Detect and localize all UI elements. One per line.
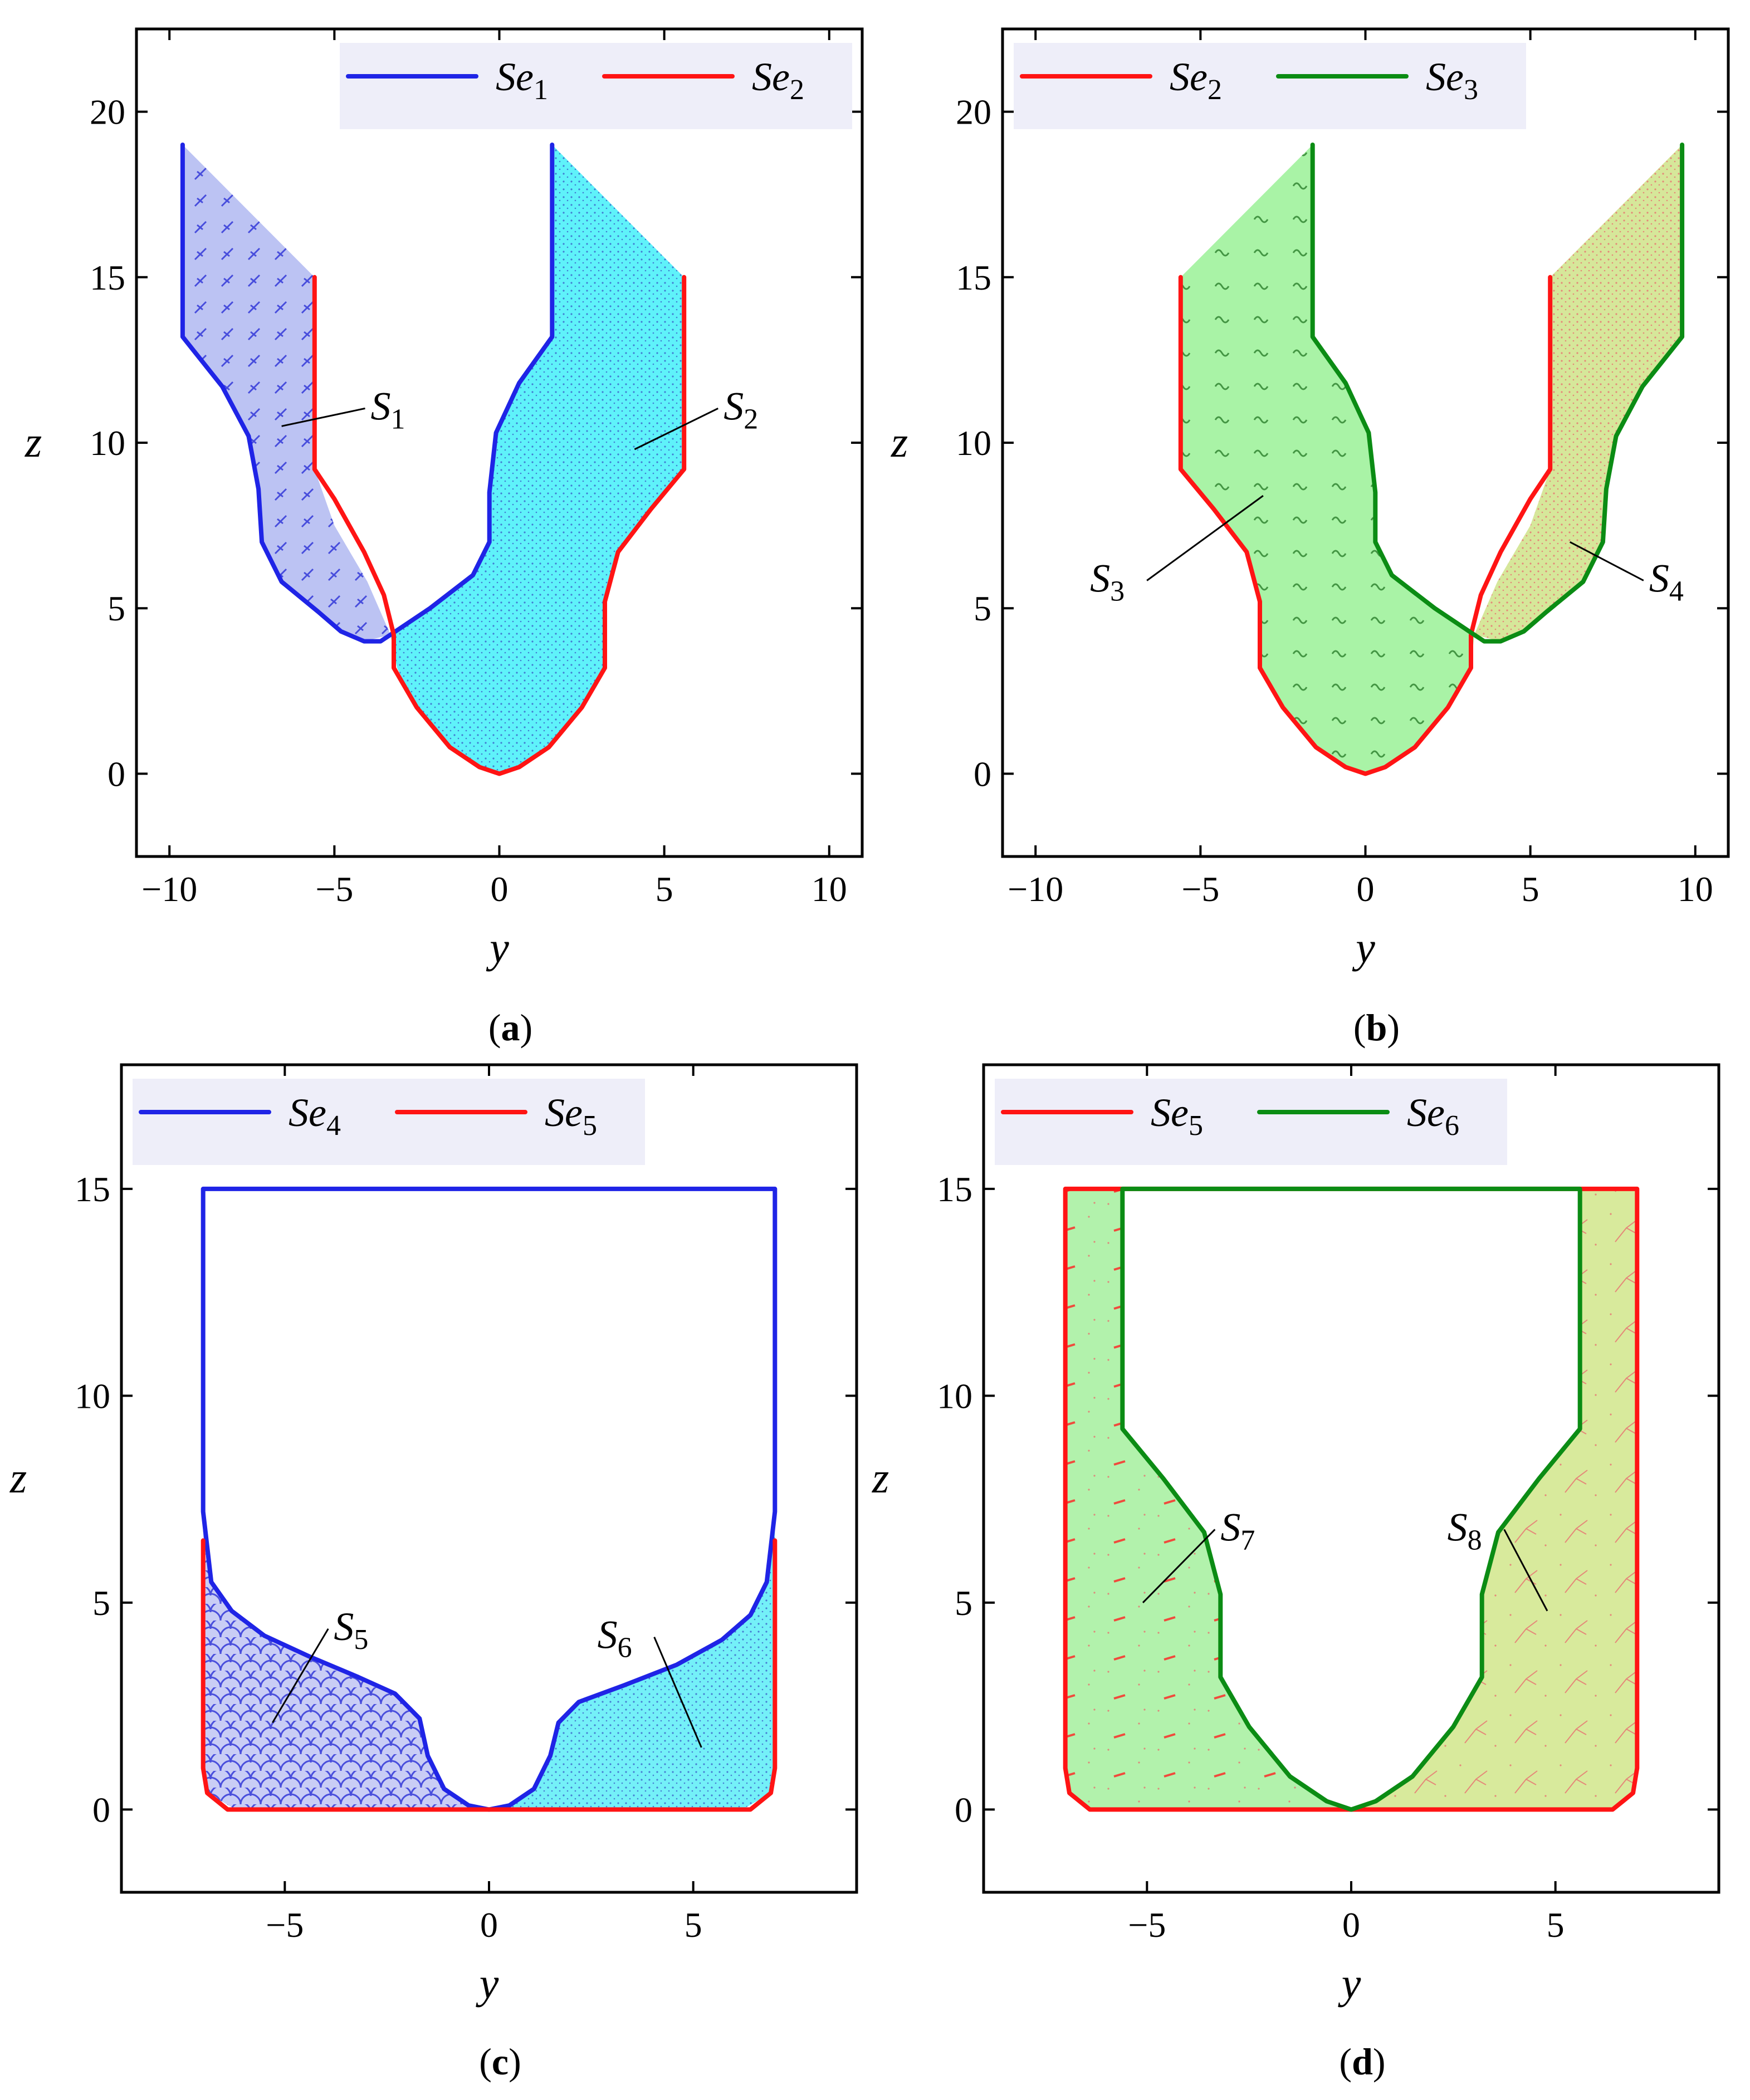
y-tick-label: 10: [937, 1376, 972, 1416]
annotation-leader: [281, 407, 365, 427]
legend-box: [340, 43, 852, 129]
panel-a: −10 −5 0 5 10 0 5 10 15 20 y z Se1 Se2 S1 S2 (a): [25, 27, 864, 1049]
legend-label: Se2: [752, 55, 804, 106]
x-tick-label: 10: [1678, 869, 1713, 909]
x-tick-label: −5: [1181, 869, 1219, 909]
legend-label: Se4: [289, 1090, 341, 1142]
legend-box: [1014, 43, 1526, 129]
annotation-leader: [1570, 541, 1644, 581]
annotation-label: S8: [1448, 1505, 1482, 1556]
y-tick-label: 15: [956, 258, 991, 297]
legend-box: [995, 1079, 1507, 1165]
x-axis-label: y: [486, 923, 509, 972]
annotation-label: S2: [724, 384, 758, 435]
x-tick-label: 0: [480, 1905, 498, 1945]
x-tick-label: 5: [1547, 1905, 1565, 1945]
y-tick-label: 20: [956, 92, 991, 132]
y-tick-label: 5: [955, 1583, 972, 1623]
legend-label: Se2: [1170, 55, 1222, 106]
x-tick-label: 5: [685, 1905, 702, 1945]
y-axis-label: z: [25, 418, 42, 466]
panel-b: −10 −5 0 5 10 0 5 10 15 20 y z Se2 Se3 S3 S4 (b): [891, 27, 1730, 1049]
x-tick-label: −5: [1128, 1905, 1166, 1945]
x-tick-label: −10: [141, 869, 197, 909]
x-tick-label: 0: [1342, 1905, 1360, 1945]
region-s3-pattern: [1180, 145, 1474, 774]
annotation-leader: [1503, 1529, 1548, 1612]
y-tick-label: 10: [956, 423, 991, 463]
series-se5: [201, 1538, 778, 1812]
x-tick-label: 0: [491, 869, 509, 909]
y-tick-label: 20: [90, 92, 125, 132]
legend-label: Se1: [496, 55, 548, 106]
annotation-label: S6: [598, 1613, 632, 1664]
annotation-leader: [1142, 1529, 1216, 1603]
y-tick-label: 0: [92, 1790, 110, 1829]
region-s8-pattern: [1351, 1188, 1637, 1810]
x-axis-label: y: [1338, 1959, 1361, 2008]
x-tick-label: 10: [812, 869, 847, 909]
series-se2: [1178, 275, 1553, 776]
y-tick-label: 5: [92, 1583, 110, 1623]
panel-caption: (d): [1339, 2040, 1385, 2083]
annotation-leader: [653, 1637, 702, 1748]
x-tick-label: 5: [1522, 869, 1539, 909]
series-se6: [1120, 1186, 1582, 1812]
annotation-label: S3: [1090, 556, 1125, 607]
y-tick-label: 15: [937, 1169, 972, 1209]
panel-d: −5 0 5 0 5 10 15 y z Se5 Se6 S7 S8 (d): [872, 1063, 1720, 2083]
series-se3: [1310, 143, 1685, 644]
y-tick-label: 15: [75, 1169, 110, 1209]
y-tick-label: 0: [955, 1790, 972, 1829]
x-tick-label: −5: [266, 1905, 304, 1945]
x-tick-label: 5: [656, 869, 673, 909]
annotation-leader: [272, 1628, 329, 1724]
legend-label: Se6: [1407, 1090, 1459, 1142]
y-tick-label: 0: [974, 754, 991, 794]
y-tick-label: 15: [90, 258, 125, 297]
x-tick-label: −5: [315, 869, 353, 909]
panel-caption: (b): [1353, 1006, 1400, 1049]
annotation-label: S5: [334, 1604, 368, 1656]
panel-caption: (c): [479, 2040, 521, 2083]
y-axis-label: z: [872, 1453, 889, 1502]
region-s4-pattern: [1474, 145, 1683, 642]
x-tick-label: 0: [1357, 869, 1375, 909]
annotation-leader: [634, 408, 718, 451]
y-tick-label: 0: [107, 754, 125, 794]
x-tick-label: −10: [1008, 869, 1063, 909]
annotation-leader: [1146, 495, 1264, 581]
legend-label: Se5: [1151, 1090, 1203, 1142]
y-tick-label: 10: [90, 423, 125, 463]
annotation-label: S4: [1649, 556, 1684, 607]
y-axis-label: z: [9, 1453, 27, 1502]
x-axis-label: y: [1352, 923, 1375, 972]
y-tick-label: 10: [75, 1376, 110, 1416]
annotation-label: S7: [1220, 1505, 1255, 1556]
legend-label: Se3: [1426, 55, 1478, 106]
legend-label: Se5: [545, 1090, 597, 1142]
y-axis-label: z: [891, 418, 908, 466]
region-s5-pattern: [203, 1520, 489, 1810]
x-axis-label: y: [476, 1959, 499, 2008]
region-s6-pattern: [489, 1520, 775, 1810]
series-se2: [312, 275, 687, 776]
y-tick-label: 5: [974, 589, 991, 628]
y-tick-label: 5: [107, 589, 125, 628]
panel-caption: (a): [488, 1006, 532, 1049]
region-s1-pattern: [182, 145, 391, 642]
region-s2-pattern: [390, 145, 685, 774]
annotation-label: S1: [371, 384, 405, 435]
series-se1: [180, 143, 555, 644]
series-se5: [1063, 1186, 1640, 1812]
panel-c: −5 0 5 0 5 10 15 y z Se4 Se5 S5 S6 (c): [9, 1063, 858, 2083]
region-s7-pattern: [1065, 1188, 1351, 1810]
legend-box: [133, 1079, 645, 1165]
